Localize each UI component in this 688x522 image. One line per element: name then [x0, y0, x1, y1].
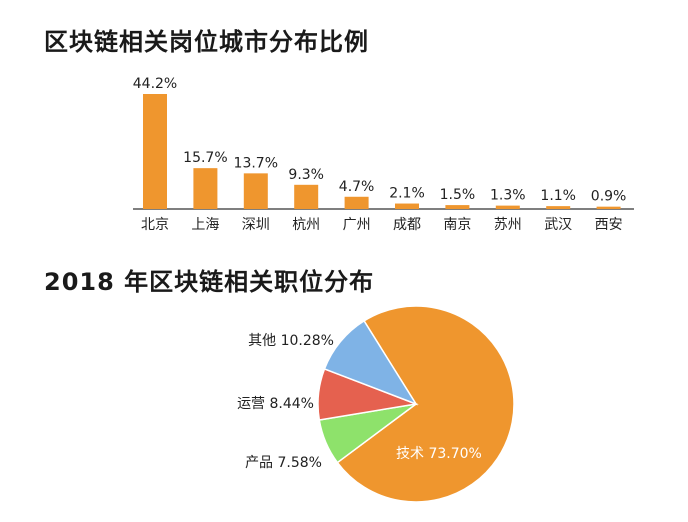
pie-slice-label-0: 技术 73.70%	[396, 446, 482, 462]
bar-4	[344, 196, 369, 209]
pie-slice-0	[336, 305, 515, 503]
bar-category-label-6: 南京	[443, 217, 471, 233]
bar-value-label-9: 0.9%	[591, 189, 627, 205]
bar-0	[143, 94, 167, 209]
bar-value-label-2: 13.7%	[234, 155, 278, 171]
pie-slice-label-2: 运营 8.44%	[237, 396, 314, 412]
pie-slice-label-3: 其他 10.28%	[248, 333, 334, 349]
bar-8	[546, 206, 571, 209]
bar-value-label-8: 1.1%	[540, 188, 576, 204]
bar-chart-title: 区块链相关岗位城市分布比例	[44, 28, 369, 56]
bar-category-label-4: 广州	[343, 217, 371, 233]
bar-category-label-2: 深圳	[242, 217, 270, 233]
pie-chart-title: 2018 年区块链相关职位分布	[44, 268, 375, 296]
bar-6	[445, 205, 470, 209]
bar-2	[243, 173, 268, 209]
bar-value-label-6: 1.5%	[440, 187, 476, 203]
pie-chart: 技术 73.70% 产品 7.58% 运营 8.44% 其他 10.28%	[237, 305, 515, 503]
pie-slice-label-1: 产品 7.58%	[245, 455, 322, 471]
bar-category-label-5: 成都	[393, 217, 421, 233]
bar-value-label-4: 4.7%	[339, 179, 375, 195]
bar-value-label-1: 15.7%	[183, 150, 227, 166]
bar-category-label-1: 上海	[191, 217, 219, 233]
bar-chart: 44.2% 北京 15.7% 上海 13.7% 深圳 9.3% 杭州 4.7% 广州 2.1% 成都 1…	[133, 76, 634, 233]
bar-category-label-3: 杭州	[292, 217, 320, 233]
bar-category-label-9: 西安	[595, 217, 623, 233]
bar-value-label-5: 2.1%	[389, 186, 425, 202]
bar-value-label-3: 9.3%	[288, 167, 324, 183]
bar-category-label-7: 苏州	[494, 217, 522, 233]
bar-category-label-0: 北京	[141, 217, 169, 233]
bar-value-label-7: 1.3%	[490, 188, 526, 204]
bar-5	[395, 203, 419, 209]
bar-value-label-0: 44.2%	[133, 76, 177, 92]
bar-1	[193, 168, 218, 209]
bar-7	[495, 205, 520, 209]
bar-9	[596, 206, 621, 209]
bar-category-label-8: 武汉	[544, 217, 572, 233]
bar-3	[294, 184, 319, 209]
pie-slice-3	[323, 319, 418, 406]
